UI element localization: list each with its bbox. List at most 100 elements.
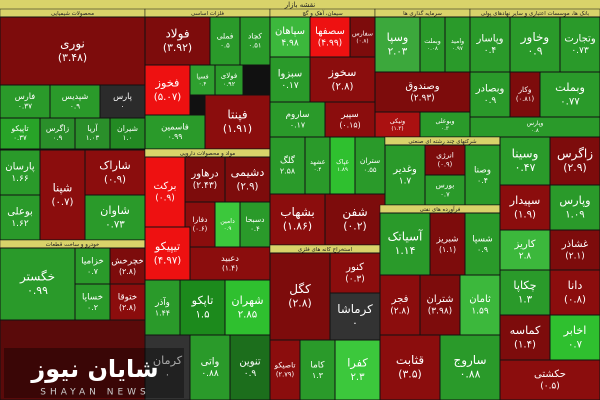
tile-change: ۲.۵۸	[280, 166, 295, 175]
tile-change: ۰.۷	[440, 191, 450, 199]
tile-name: کماسه	[510, 324, 541, 337]
tile	[304, 136, 331, 195]
tile-change: ۰.۱۷	[290, 120, 305, 129]
sector-title: خودرو و ساخت قطعات	[46, 242, 100, 248]
watermark-backdrop	[4, 348, 184, 398]
tile	[269, 136, 306, 195]
tile-name: غپاک	[336, 158, 349, 166]
tile	[49, 84, 101, 119]
tile-name: پارس	[113, 91, 133, 101]
tile-change: (۱.۹۱)	[223, 122, 252, 135]
filler-tile	[0, 319, 146, 400]
tile-name: وخاور	[520, 30, 549, 45]
sector-title: شرکتهای چند رشته ای صنعتی	[408, 138, 477, 145]
tile-change: ۱.۱۴	[395, 244, 416, 257]
tile-name: ثامان	[469, 294, 491, 305]
tile-name: دامین	[220, 218, 235, 225]
sector-title: مواد و محصولات دارویی	[180, 151, 236, 157]
tile-change: (۲.۷۹)	[276, 371, 295, 379]
tile-name: شیران	[117, 124, 138, 133]
sector-title: محصولات شیمیایی	[51, 11, 94, 17]
tile-name: غشهد	[310, 159, 326, 166]
tile-name: شسپا	[472, 234, 492, 244]
tile-change: ۰.۹	[70, 101, 80, 110]
tile-change: (۱.۳)	[391, 126, 403, 132]
tile-change: ۰.۹	[527, 45, 542, 58]
tile-name: وبوعلی	[436, 118, 455, 125]
tile-name: فولاد	[165, 26, 189, 41]
tile-name: تنوین	[239, 357, 261, 368]
tile-change: (۲.۸)	[119, 303, 136, 312]
tile-name: فجر	[391, 294, 409, 305]
tile-change: ۰.۷۳	[571, 46, 589, 56]
tile-change: (۲.۸)	[288, 297, 311, 310]
tile-name: چکاپا	[513, 279, 536, 292]
tile-name: تیپیکو	[154, 240, 180, 254]
tile-change: (۱.۴)	[222, 263, 238, 272]
tile-change: ۰.۲	[87, 303, 98, 312]
sector-title: سیمان، آهک و گچ	[302, 10, 343, 17]
tile-name: وسپا	[387, 31, 409, 45]
tile	[204, 94, 271, 150]
tile	[549, 229, 600, 271]
tile-change: (۱.۹)	[514, 209, 536, 220]
tile	[144, 279, 181, 336]
tile	[0, 247, 76, 321]
tile	[84, 149, 146, 196]
tile-name: وسینا	[512, 146, 539, 161]
tile-change: ۰.۳۷	[13, 134, 27, 142]
tile-name: وبصادر	[475, 84, 505, 95]
tile	[464, 144, 501, 206]
tile-name: سپیر	[340, 110, 358, 120]
tile-name: فپنتا	[227, 107, 247, 121]
tile-name: وغدیر	[392, 164, 417, 175]
tile-change: ۰	[121, 101, 125, 110]
tile-name: فارس	[15, 91, 36, 101]
tile-change: ۰.۱۷	[281, 81, 299, 91]
tile-change: (۰.۷)	[52, 197, 74, 208]
tile	[239, 16, 271, 66]
tile-change: ۱.۵۹	[471, 307, 489, 317]
tile-name: ختوقا	[118, 292, 137, 302]
tile-change: ۱.۶۶	[11, 174, 29, 184]
tile-name: وصندوق	[405, 81, 439, 92]
tile-name: تاپکو	[191, 294, 214, 308]
tile-change: ۰.۹۹	[168, 132, 183, 141]
tile	[539, 71, 600, 118]
tile-name: کرمان	[153, 354, 183, 368]
tile	[354, 136, 386, 195]
tile-change: ۰.۴	[477, 176, 488, 185]
tile-name: وپارس	[527, 120, 544, 127]
tile-change: ۲.۰۳	[388, 46, 408, 57]
tile	[0, 84, 51, 119]
tile	[469, 16, 511, 73]
tile-change: ۱.۵	[195, 309, 209, 320]
tile-name: کاریز	[514, 239, 536, 250]
tile-change: (۲.۱)	[565, 252, 585, 262]
tile-change: ۰.۷۷	[560, 96, 580, 107]
tile	[469, 71, 511, 118]
tile-name: اخابر	[563, 324, 587, 338]
tile-name: فولای	[221, 72, 237, 80]
tile	[549, 136, 600, 186]
tile-change: (۲.۸)	[119, 267, 136, 276]
tile	[444, 16, 471, 73]
tile	[214, 64, 244, 96]
tile	[379, 274, 421, 336]
tile	[74, 117, 111, 150]
tile-name: زاگرس	[557, 146, 593, 161]
tile-name: دسبحا	[245, 215, 264, 224]
tile	[384, 144, 426, 206]
tile-change: (۱.۱)	[439, 245, 456, 254]
tile	[214, 201, 241, 248]
tile-name: سخوز	[328, 66, 357, 80]
tile-change: ۱.۰۳	[86, 134, 100, 142]
tile-name: شپنا	[53, 181, 73, 194]
tile-name: فملی	[217, 32, 234, 41]
tile-change: ۱.۰	[123, 134, 133, 142]
tile-name: برکت	[154, 181, 177, 192]
tile	[499, 229, 551, 271]
tile-name: شتران	[426, 294, 453, 305]
tile-change: ۰.۹۷	[452, 46, 463, 52]
tile	[459, 274, 501, 336]
